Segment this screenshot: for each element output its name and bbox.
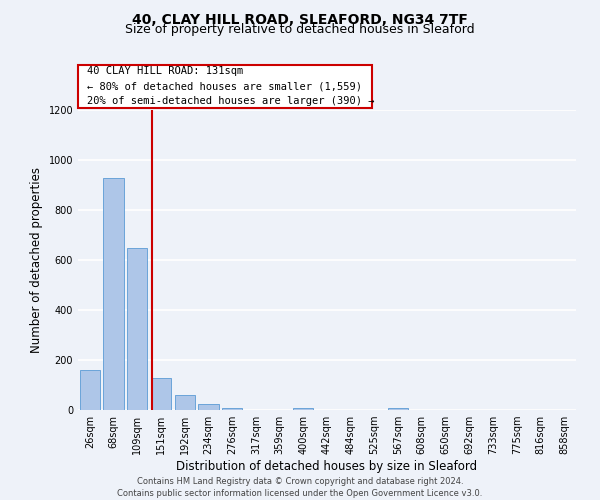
Text: Size of property relative to detached houses in Sleaford: Size of property relative to detached ho… xyxy=(125,24,475,36)
Bar xyxy=(175,395,195,410)
Text: 40 CLAY HILL ROAD: 131sqm
← 80% of detached houses are smaller (1,559)
20% of se: 40 CLAY HILL ROAD: 131sqm ← 80% of detac… xyxy=(87,66,374,106)
Bar xyxy=(80,370,100,410)
Bar xyxy=(151,378,171,410)
Bar xyxy=(103,178,124,410)
Bar xyxy=(199,404,218,410)
Text: 40, CLAY HILL ROAD, SLEAFORD, NG34 7TF: 40, CLAY HILL ROAD, SLEAFORD, NG34 7TF xyxy=(132,12,468,26)
Y-axis label: Number of detached properties: Number of detached properties xyxy=(30,167,43,353)
Bar xyxy=(388,408,408,410)
X-axis label: Distribution of detached houses by size in Sleaford: Distribution of detached houses by size … xyxy=(176,460,478,473)
Bar xyxy=(127,248,148,410)
Bar xyxy=(293,408,313,410)
Bar xyxy=(222,408,242,410)
Text: Contains HM Land Registry data © Crown copyright and database right 2024.
Contai: Contains HM Land Registry data © Crown c… xyxy=(118,476,482,498)
